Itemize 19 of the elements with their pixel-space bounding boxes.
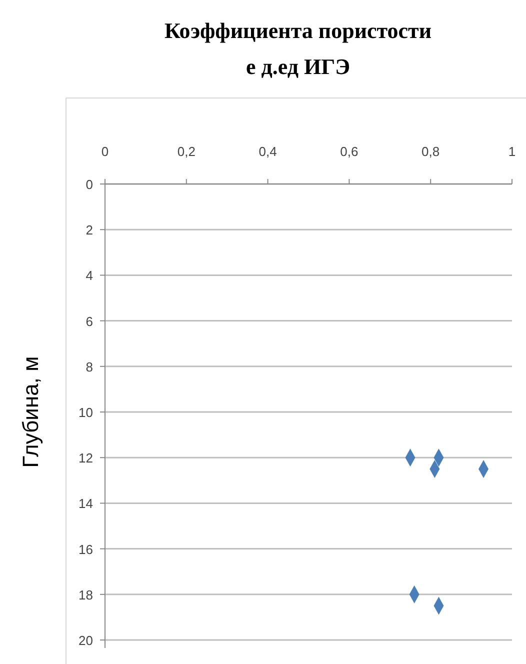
x-tick-label: 1 <box>508 144 516 159</box>
x-tick-label: 0,8 <box>422 144 440 159</box>
x-tick-label: 0,6 <box>340 144 358 159</box>
y-tick-label: 16 <box>78 542 93 557</box>
y-tick-label: 8 <box>86 359 93 374</box>
y-axis-title: Глубина, м <box>18 356 43 468</box>
y-tick-label: 6 <box>86 314 93 329</box>
x-tick-label: 0 <box>101 144 109 159</box>
y-tick-label: 4 <box>86 268 93 284</box>
y-tick-label: 14 <box>78 496 93 512</box>
y-tick-label: 2 <box>86 222 93 238</box>
y-tick-label: 10 <box>78 405 93 420</box>
chart-title: Коэффициента пористости е д.ед ИГЭ <box>164 18 432 79</box>
y-tick-label: 18 <box>78 587 93 602</box>
y-tick-label: 0 <box>86 177 93 192</box>
y-tick-label: 20 <box>78 633 93 648</box>
x-tick-label: 0,2 <box>177 144 196 159</box>
y-tick-label: 12 <box>78 450 93 466</box>
x-tick-label: 0,4 <box>258 144 277 159</box>
